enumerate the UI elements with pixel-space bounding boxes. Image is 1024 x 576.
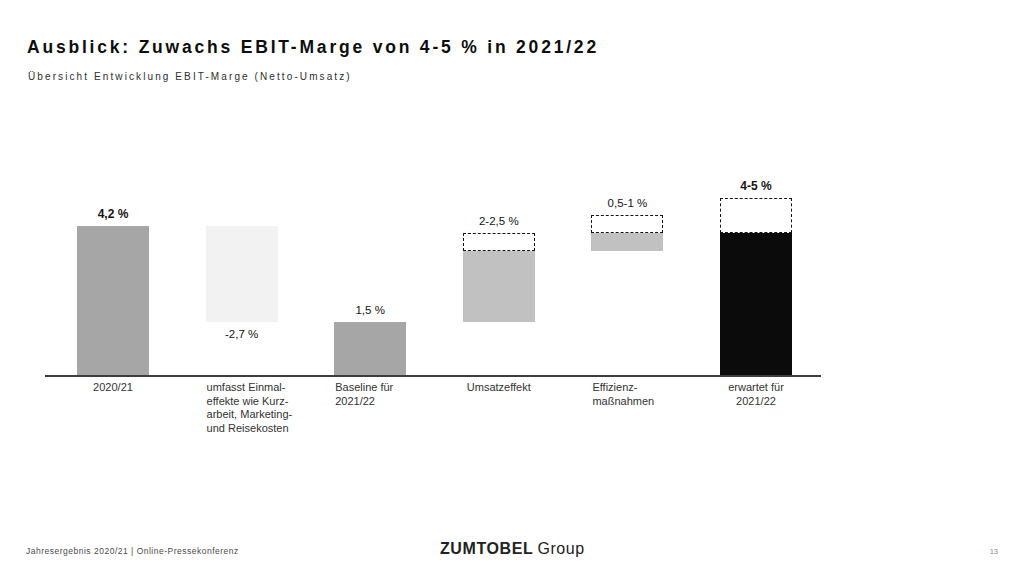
bar-2020-21-solid [77,226,149,375]
bar-erwartet-2021-22-solid [720,233,792,375]
bar-baseline-2021-22-value-label: 1,5 % [300,303,440,317]
bar-2020-21-value-label: 4,2 % [43,207,183,221]
page-number: 13 [982,547,998,556]
bar-effizienzmassnahmen-solid [591,233,663,251]
logo-wordmark: ZUMTOBEL [440,540,533,557]
bar-umsatzeffekt-category-label: Umsatzeffekt [424,381,574,395]
bar-baseline-2021-22-solid [334,322,406,375]
bar-effizienzmassnahmen-category-label: Effizienz-maßnahmen [592,381,654,408]
bar-baseline-2021-22-category-line: 2021/22 [335,395,393,409]
bar-erwartet-2021-22-category-line: 2021/22 [681,395,831,409]
footer-text: Jahresergebnis 2020/21 | Online-Presseko… [26,546,239,556]
bar-effizienzmassnahmen-category-line: maßnahmen [592,395,654,409]
bar-umsatzeffekt-category-line: Umsatzeffekt [424,381,574,395]
bar-effizienzmassnahmen-dashed-range [591,215,663,233]
bar-umsatzeffekt-value-label: 2-2,5 % [429,214,569,228]
bar-einmaleffekte-value-label: -2,7 % [172,327,312,341]
bar-erwartet-2021-22-category-line: erwartet für [681,381,831,395]
zumtobel-group-logo: ZUMTOBELGroup [440,540,585,558]
slide: Ausblick: Zuwachs EBIT-Marge von 4-5 % i… [0,0,1024,576]
bar-einmaleffekte-category-label: umfasst Einmal-effekte wie Kurz-arbeit, … [207,381,293,435]
bar-2020-21-category-line: 2020/21 [38,381,188,395]
bar-baseline-2021-22-category-line: Baseline für [335,381,393,395]
bar-erwartet-2021-22-category-label: erwartet für2021/22 [681,381,831,408]
bar-effizienzmassnahmen-category-line: Effizienz- [592,381,654,395]
bar-einmaleffekte-category-line: effekte wie Kurz- [207,395,293,409]
bar-umsatzeffekt-dashed-range [463,233,535,251]
bar-einmaleffekte-category-line: und Reisekosten [207,422,293,436]
bar-2020-21-category-label: 2020/21 [38,381,188,395]
bar-einmaleffekte-category-line: arbeit, Marketing- [207,408,293,422]
logo-suffix: Group [537,540,584,557]
bar-einmaleffekte-category-line: umfasst Einmal- [207,381,293,395]
waterfall-chart: 4,2 % 2020/21 -2,7 % umfasst Einmal-effekte… [0,0,1024,576]
bar-effizienzmassnahmen-value-label: 0,5-1 % [557,196,697,210]
bar-umsatzeffekt-solid [463,251,535,322]
bar-erwartet-2021-22-value-label: 4-5 % [686,179,826,193]
bar-einmaleffekte-solid [206,226,278,322]
bar-erwartet-2021-22-dashed-range [720,198,792,234]
bar-baseline-2021-22-category-label: Baseline für2021/22 [335,381,393,408]
x-axis-line [45,375,821,377]
